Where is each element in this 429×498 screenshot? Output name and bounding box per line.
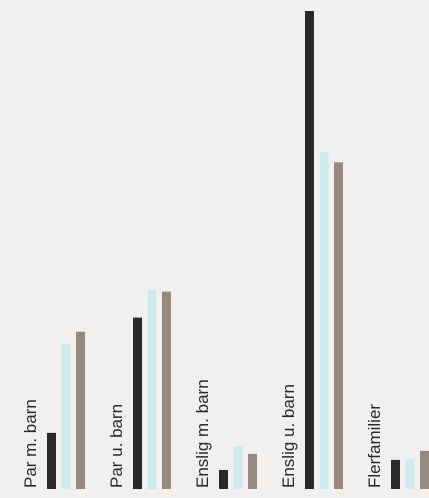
bar-par-u-barn-1 [133,317,142,489]
bar-par-m-barn-1 [47,432,56,489]
category-label-enslig-m-barn: Enslig m. barn [193,379,212,488]
category-label-flerfamilier: Flerfamilier [365,404,384,488]
bar-enslig-u-barn-2 [319,152,329,490]
category-label-par-m-barn: Par m. barn [21,399,40,488]
bar-enslig-u-barn-1 [305,11,314,489]
bar-par-m-barn-3 [76,331,85,489]
bars-group [47,11,429,490]
category-label-par-u-barn: Par u. barn [107,404,126,488]
bar-enslig-m-barn-3 [248,453,257,489]
bar-flerfamilier-1 [391,459,400,489]
bar-enslig-m-barn-2 [233,445,243,489]
bar-par-m-barn-2 [61,343,71,489]
bar-par-u-barn-2 [147,289,157,489]
bar-flerfamilier-2 [405,458,415,489]
bar-par-u-barn-3 [162,291,171,489]
bar-flerfamilier-3 [420,450,429,489]
category-labels: Par m. barn Par u. barn Enslig m. barn E… [21,379,384,488]
bar-enslig-m-barn-1 [219,470,228,489]
bar-enslig-u-barn-3 [334,162,343,490]
category-label-enslig-u-barn: Enslig u. barn [279,384,298,488]
